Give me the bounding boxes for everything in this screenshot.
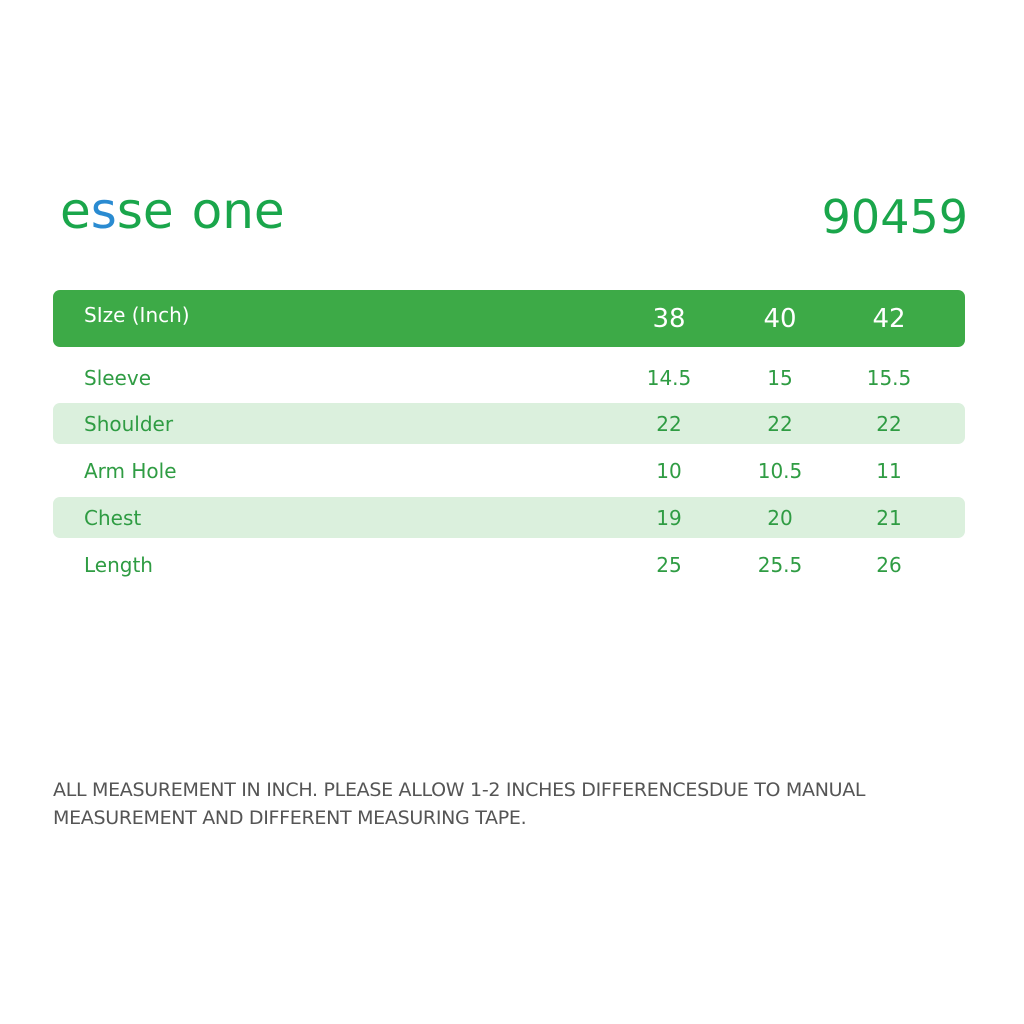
row-label: Arm Hole	[84, 459, 177, 483]
measurement-note-line: ALL MEASUREMENT IN INCH. PLEASE ALLOW 1-…	[53, 779, 866, 801]
cell-value: 25	[656, 553, 682, 577]
table-row-chest: Chest 19 20 21	[53, 497, 965, 538]
table-row-sleeve: Sleeve 14.5 15 15.5	[53, 357, 965, 398]
row-label: Length	[84, 553, 153, 577]
brand-logo-part-accent: s	[90, 182, 117, 240]
cell-value: 20	[767, 506, 793, 530]
cell-value: 22	[767, 412, 793, 436]
product-code: 90459	[821, 190, 968, 244]
cell-value: 14.5	[646, 366, 692, 390]
table-row-shoulder: Shoulder 22 22 22	[53, 403, 965, 444]
cell-value: 10	[656, 459, 682, 483]
table-row-length: Length 25 25.5 26	[53, 544, 965, 585]
cell-value: 22	[876, 412, 902, 436]
brand-logo-part: e	[60, 182, 91, 240]
cell-value: 11	[876, 459, 902, 483]
header-size-40: 40	[763, 304, 797, 334]
cell-value: 10.5	[757, 459, 803, 483]
measurement-note: ALL MEASUREMENT IN INCH. PLEASE ALLOW 1-…	[53, 776, 983, 832]
header-size-38: 38	[652, 304, 686, 334]
header-size-42: 42	[872, 304, 906, 334]
size-chart-table: SIze (Inch) 38 40 42 Sleeve 14.5 15 15.5…	[53, 290, 965, 577]
row-label: Shoulder	[84, 412, 174, 436]
table-row-arm-hole: Arm Hole 10 10.5 11	[53, 450, 965, 491]
table-header-row: SIze (Inch) 38 40 42	[53, 290, 965, 347]
cell-value: 22	[656, 412, 682, 436]
row-label: Sleeve	[84, 366, 152, 390]
cell-value: 25.5	[757, 553, 803, 577]
cell-value: 19	[656, 506, 682, 530]
brand-logo-part: se	[116, 182, 174, 240]
cell-value: 26	[876, 553, 902, 577]
cell-value: 15	[767, 366, 793, 390]
header-size-label: SIze (Inch)	[84, 303, 190, 327]
measurement-note-line: MEASUREMENT AND DIFFERENT MEASURING TAPE…	[53, 807, 527, 829]
row-label: Chest	[84, 506, 142, 530]
cell-value: 21	[876, 506, 902, 530]
brand-logo-part: one	[191, 182, 285, 240]
cell-value: 15.5	[866, 366, 912, 390]
brand-logo: esse one	[60, 186, 285, 236]
